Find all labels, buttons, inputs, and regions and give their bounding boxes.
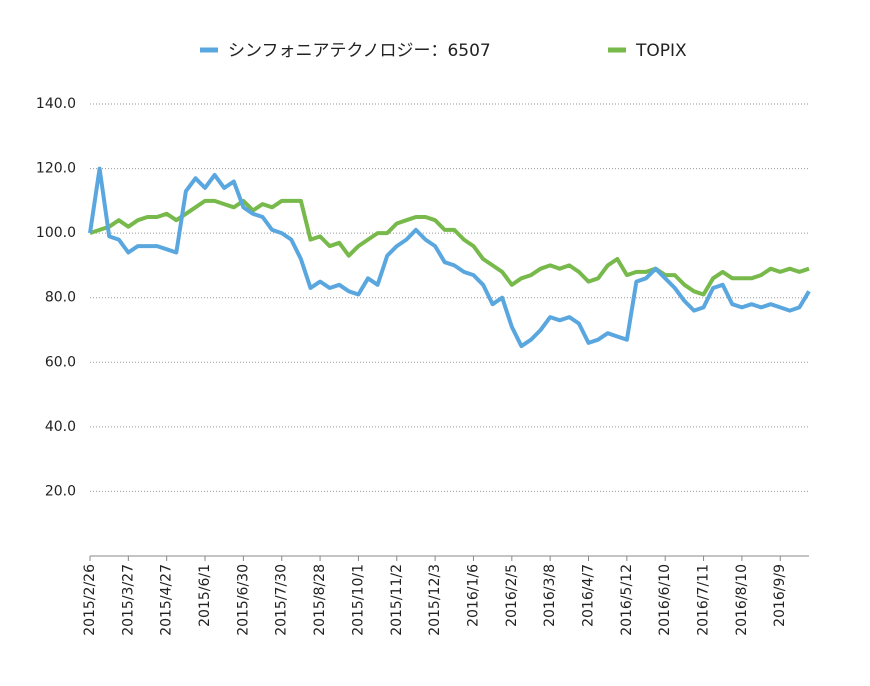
x-tick-label: 2015/8/28 xyxy=(312,564,328,636)
x-tick-label: 2015/2/26 xyxy=(82,564,98,636)
y-tick-label: 80.0 xyxy=(45,290,76,306)
x-tick-label: 2015/6/30 xyxy=(235,564,251,636)
y-tick-label: 120.0 xyxy=(36,161,76,177)
y-tick-label: 20.0 xyxy=(45,483,76,499)
series-line xyxy=(88,166,811,349)
x-tick-label: 2016/3/8 xyxy=(542,564,558,627)
x-tick-label: 2015/3/27 xyxy=(120,564,136,636)
y-tick-label: 40.0 xyxy=(45,419,76,435)
x-tick-label: 2015/12/3 xyxy=(427,564,443,636)
x-tick-label: 2016/4/7 xyxy=(581,564,597,627)
x-tick-label: 2016/6/10 xyxy=(657,564,673,636)
x-tick-label: 2016/9/9 xyxy=(772,564,788,627)
x-tick-label: 2016/2/5 xyxy=(504,564,520,627)
y-tick-label: 60.0 xyxy=(45,354,76,370)
y-tick-label: 140.0 xyxy=(36,96,76,112)
x-tick-label: 2016/5/12 xyxy=(619,564,635,636)
x-tick-label: 2015/10/1 xyxy=(350,564,366,636)
x-tick-label: 2015/7/30 xyxy=(274,564,290,636)
y-tick-label: 100.0 xyxy=(36,225,76,241)
x-tick-label: 2016/8/10 xyxy=(734,564,750,636)
x-tick-label: 2015/4/27 xyxy=(159,564,175,636)
x-tick-label: 2016/1/6 xyxy=(465,564,481,627)
x-tick-label: 2015/11/2 xyxy=(389,564,405,636)
legend-label: シンフォニアテクノロジー：6507 xyxy=(228,41,491,61)
x-tick-label: 2016/7/11 xyxy=(696,564,712,636)
legend-label: TOPIX xyxy=(635,41,687,61)
series-line xyxy=(89,198,810,297)
x-tick-label: 2015/6/1 xyxy=(197,564,213,627)
